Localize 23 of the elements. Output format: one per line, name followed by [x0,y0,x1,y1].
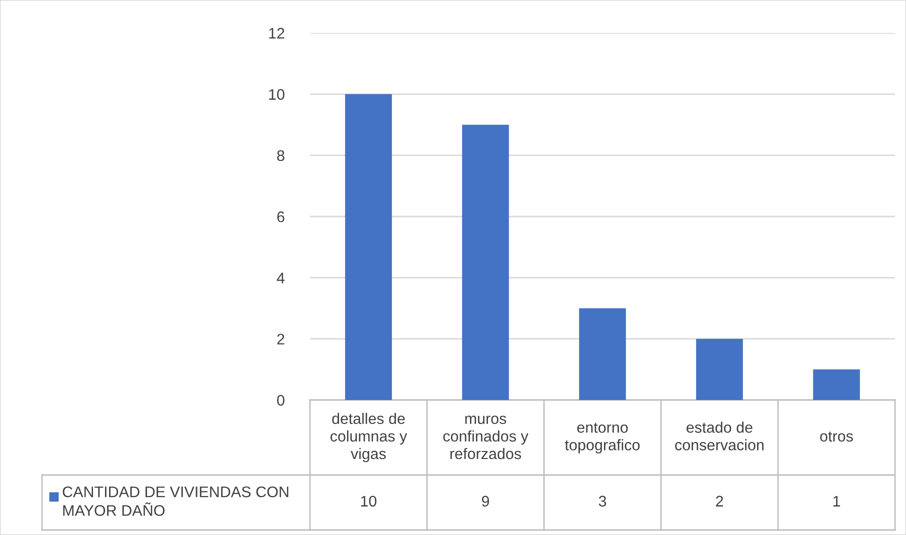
bar [462,124,509,400]
y-tick-label: 10 [269,89,284,100]
y-tick-label: 0 [277,394,284,406]
data-label: 10 [361,496,376,507]
y-tick-label: 8 [277,150,284,162]
bar [696,338,743,400]
x-tick-label: muros confinados y reforzados [443,416,528,460]
y-tick-label: 12 [269,28,284,39]
bar [579,308,626,400]
data-label: 1 [833,496,840,506]
bar [345,94,392,400]
y-tick-label: 4 [276,272,285,284]
x-tick-label: detalles de columnas y vigas [330,412,408,462]
bar [813,369,860,400]
legend-label: CANTIDAD DE VIVIENDAS CON MAYOR DAÑO [62,486,288,516]
data-label: 2 [716,496,723,506]
y-tick-label: 2 [277,334,284,344]
x-tick-label: otros [820,432,853,442]
x-tick-label: estado de conservacion [675,422,764,450]
data-label: 3 [598,496,606,507]
y-tick-label: 6 [277,211,284,222]
data-label: 9 [482,496,490,507]
x-tick-label: entorno topografico [564,422,640,454]
